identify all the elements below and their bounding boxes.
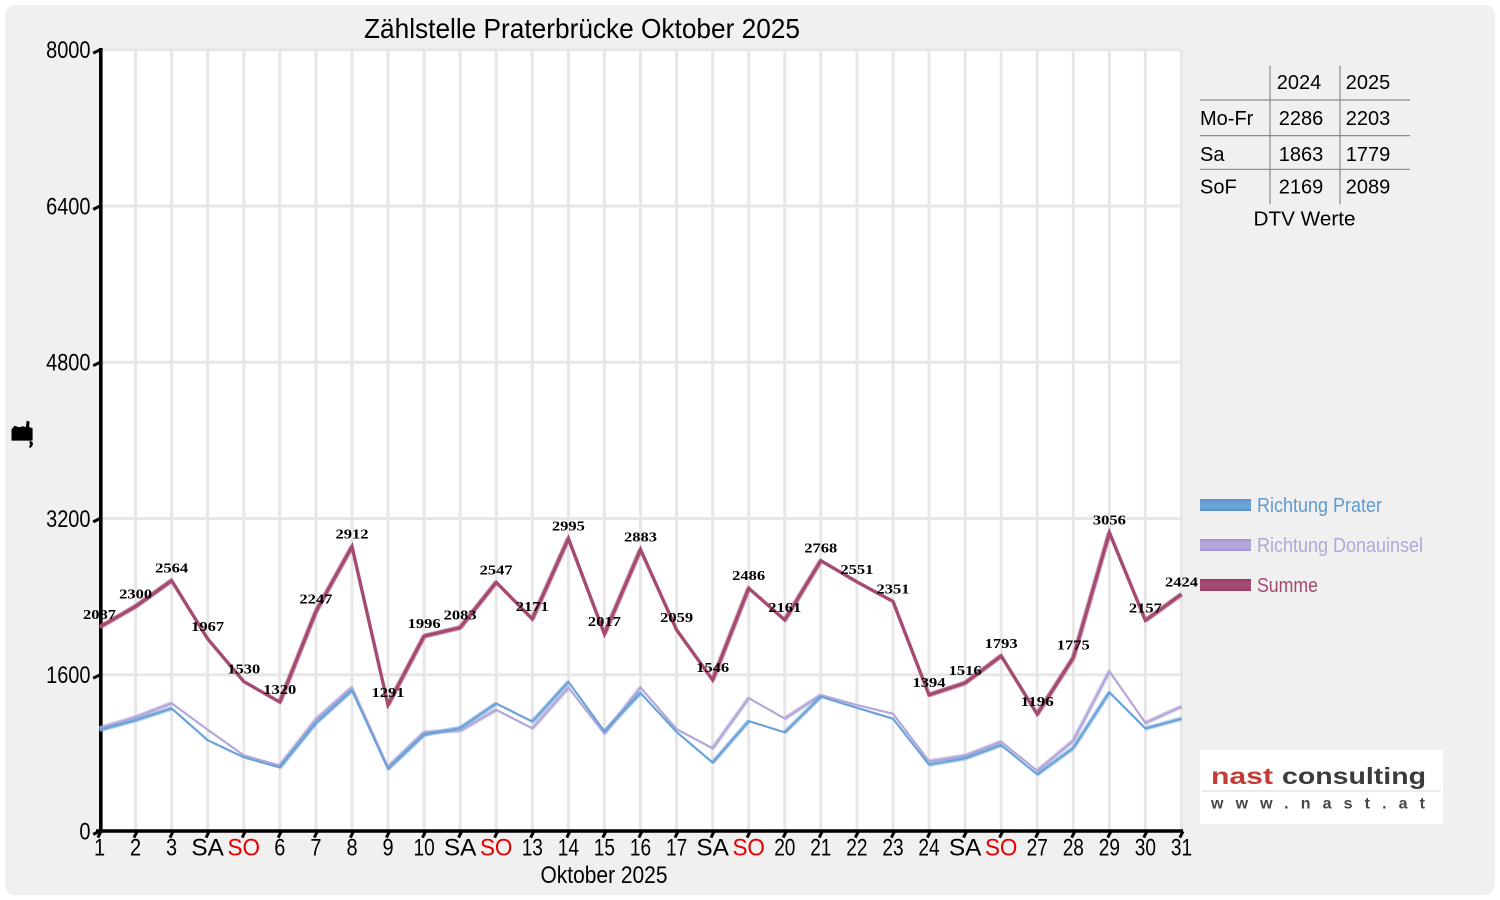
svg-text:3200: 3200 bbox=[46, 506, 90, 533]
svg-text:2486: 2486 bbox=[732, 568, 765, 583]
svg-text:SA: SA bbox=[191, 835, 224, 862]
svg-text:1196: 1196 bbox=[1021, 694, 1054, 709]
svg-text:2883: 2883 bbox=[624, 530, 657, 545]
svg-text:4800: 4800 bbox=[46, 350, 90, 377]
svg-text:23: 23 bbox=[882, 835, 903, 862]
svg-text:2995: 2995 bbox=[552, 519, 585, 534]
svg-text:1: 1 bbox=[94, 835, 105, 862]
svg-text:28: 28 bbox=[1063, 835, 1084, 862]
svg-text:2087: 2087 bbox=[83, 607, 116, 622]
svg-text:2169: 2169 bbox=[1279, 176, 1324, 198]
svg-text:2424: 2424 bbox=[1165, 574, 1198, 589]
svg-text:1320: 1320 bbox=[263, 682, 296, 697]
svg-text:2161: 2161 bbox=[768, 600, 801, 615]
svg-text:17: 17 bbox=[666, 835, 687, 862]
svg-text:2351: 2351 bbox=[877, 581, 910, 596]
svg-text:1600: 1600 bbox=[46, 662, 90, 689]
svg-text:Richtung Prater: Richtung Prater bbox=[1257, 495, 1382, 517]
svg-text:2083: 2083 bbox=[444, 608, 477, 623]
svg-text:3056: 3056 bbox=[1093, 513, 1126, 528]
svg-text:consulting: consulting bbox=[1282, 763, 1426, 789]
svg-text:2089: 2089 bbox=[1346, 176, 1391, 198]
svg-text:22: 22 bbox=[846, 835, 867, 862]
svg-text:7: 7 bbox=[310, 835, 321, 862]
svg-text:Oktober 2025: Oktober 2025 bbox=[541, 862, 668, 889]
svg-text:nast: nast bbox=[1211, 763, 1273, 789]
svg-text:29: 29 bbox=[1099, 835, 1120, 862]
svg-text:1996: 1996 bbox=[408, 616, 441, 631]
svg-text:31: 31 bbox=[1171, 835, 1192, 862]
svg-text:3: 3 bbox=[166, 835, 177, 862]
svg-text:2912: 2912 bbox=[336, 527, 369, 542]
svg-text:30: 30 bbox=[1135, 835, 1156, 862]
svg-text:Sa: Sa bbox=[1200, 144, 1225, 166]
svg-text:Zählstelle Praterbrücke Oktobe: Zählstelle Praterbrücke Oktober 2025 bbox=[364, 13, 800, 44]
svg-text:1863: 1863 bbox=[1279, 144, 1324, 166]
svg-text:14: 14 bbox=[558, 835, 579, 862]
svg-text:2157: 2157 bbox=[1129, 600, 1162, 615]
svg-text:1775: 1775 bbox=[1057, 638, 1090, 653]
svg-text:24: 24 bbox=[918, 835, 939, 862]
svg-text:SO: SO bbox=[228, 835, 261, 862]
svg-text:15: 15 bbox=[594, 835, 615, 862]
svg-text:1793: 1793 bbox=[985, 636, 1018, 651]
svg-text:2: 2 bbox=[130, 835, 141, 862]
svg-text:SA: SA bbox=[949, 835, 982, 862]
svg-text:2564: 2564 bbox=[155, 561, 188, 576]
svg-text:1394: 1394 bbox=[913, 675, 946, 690]
svg-text:2203: 2203 bbox=[1346, 108, 1391, 130]
svg-text:SoF: SoF bbox=[1200, 176, 1237, 198]
svg-text:2286: 2286 bbox=[1279, 108, 1324, 130]
svg-text:1530: 1530 bbox=[227, 662, 260, 677]
svg-text:1967: 1967 bbox=[191, 619, 224, 634]
svg-text:6: 6 bbox=[274, 835, 285, 862]
svg-text:1546: 1546 bbox=[696, 660, 729, 675]
svg-text:2171: 2171 bbox=[516, 599, 549, 614]
svg-text:0: 0 bbox=[79, 818, 90, 845]
svg-text:20: 20 bbox=[774, 835, 795, 862]
svg-text:Mo-Fr: Mo-Fr bbox=[1200, 108, 1254, 130]
svg-text:Richtung Donauinsel: Richtung Donauinsel bbox=[1257, 535, 1423, 557]
svg-text:2547: 2547 bbox=[480, 562, 513, 577]
svg-text:27: 27 bbox=[1027, 835, 1048, 862]
svg-text:2551: 2551 bbox=[840, 562, 873, 577]
svg-text:2768: 2768 bbox=[804, 541, 837, 556]
svg-text:SA: SA bbox=[696, 835, 729, 862]
svg-text:2059: 2059 bbox=[660, 610, 693, 625]
svg-text:SO: SO bbox=[480, 835, 513, 862]
svg-text:1516: 1516 bbox=[949, 663, 982, 678]
svg-text:SO: SO bbox=[732, 835, 765, 862]
svg-text:13: 13 bbox=[522, 835, 543, 862]
svg-text:2300: 2300 bbox=[119, 586, 152, 601]
svg-text:DTV Werte: DTV Werte bbox=[1254, 209, 1356, 231]
svg-text:Summe: Summe bbox=[1257, 575, 1318, 597]
svg-text:2247: 2247 bbox=[299, 592, 332, 607]
svg-text:1779: 1779 bbox=[1346, 144, 1391, 166]
svg-text:8000: 8000 bbox=[46, 37, 90, 64]
svg-text:2017: 2017 bbox=[588, 614, 621, 629]
svg-text:1291: 1291 bbox=[372, 685, 405, 700]
svg-text:6400: 6400 bbox=[46, 193, 90, 220]
svg-text:8: 8 bbox=[346, 835, 357, 862]
svg-text:SO: SO bbox=[985, 835, 1018, 862]
svg-text:2025: 2025 bbox=[1346, 72, 1391, 94]
svg-text:9: 9 bbox=[382, 835, 393, 862]
svg-text:21: 21 bbox=[810, 835, 831, 862]
svg-text:2024: 2024 bbox=[1277, 72, 1322, 94]
svg-text:10: 10 bbox=[414, 835, 435, 862]
svg-text:16: 16 bbox=[630, 835, 651, 862]
svg-text:SA: SA bbox=[444, 835, 477, 862]
